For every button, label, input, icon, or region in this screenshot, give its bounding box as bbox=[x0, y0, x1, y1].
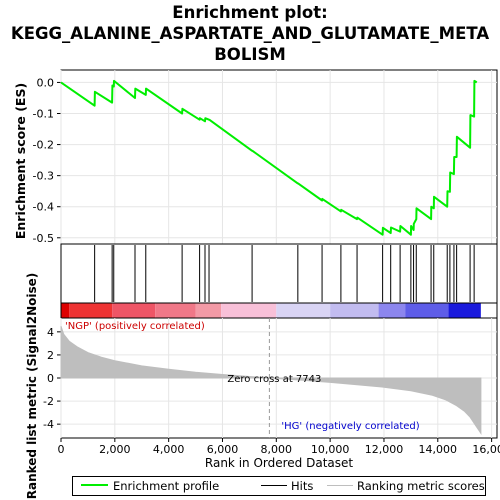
x-axis-label: Rank in Ordered Dataset bbox=[205, 456, 353, 470]
x-axis-tick-label: 12,000 bbox=[365, 443, 404, 456]
hits-frame bbox=[60, 243, 498, 304]
x-axis-tick-label: 0 bbox=[58, 443, 65, 456]
metric-y-tick-label: 2 bbox=[47, 349, 54, 362]
legend-metric-label: Ranking metric scores bbox=[357, 479, 485, 493]
es-y-tick-label: -0.1 bbox=[33, 108, 54, 121]
x-axis-tick-label: 4,000 bbox=[153, 443, 185, 456]
colorbar-segment bbox=[330, 303, 379, 318]
x-axis-tick-label: 16,000 bbox=[472, 443, 500, 456]
es-y-axis-label: Enrichment score (ES) bbox=[13, 83, 28, 239]
colorbar-segment bbox=[195, 303, 222, 318]
negative-correlation-label: 'HG' (negatively correlated) bbox=[281, 421, 419, 432]
colorbar-segment bbox=[276, 303, 331, 318]
metric-y-tick-label: 0 bbox=[47, 372, 54, 385]
legend-enrichment-swatch bbox=[81, 484, 108, 486]
colorbar-segment bbox=[221, 303, 277, 318]
ranking-metric-area bbox=[60, 325, 482, 436]
metric-y-tick-label: 4 bbox=[47, 326, 54, 339]
x-axis-tick-label: 6,000 bbox=[207, 443, 239, 456]
colorbar-segment bbox=[69, 303, 113, 318]
x-axis-tick-label: 2,000 bbox=[99, 443, 131, 456]
colorbar-segment bbox=[112, 303, 156, 318]
es-y-tick-label: -0.3 bbox=[33, 170, 54, 183]
chart-title-line-3: BOLISM bbox=[214, 45, 286, 64]
positive-correlation-label: 'NGP' (positively correlated) bbox=[65, 321, 205, 332]
zero-cross-label: Zero cross at 7743 bbox=[227, 374, 321, 385]
colorbar-segment bbox=[448, 303, 481, 318]
metric-y-axis-label: Ranked list metric (Signal2Noise) bbox=[25, 273, 39, 500]
metric-y-tick-label: -2 bbox=[43, 395, 54, 408]
legend-hits-label: Hits bbox=[291, 479, 314, 493]
legend-enrichment-label: Enrichment profile bbox=[113, 479, 220, 493]
chart-title: Enrichment plot: KEGG_ALANINE_ASPARTATE_… bbox=[0, 2, 500, 65]
es-y-tick-label: -0.2 bbox=[33, 139, 54, 152]
colorbar-segment bbox=[155, 303, 196, 318]
legend-metric-swatch bbox=[327, 485, 353, 486]
chart-title-line-2: KEGG_ALANINE_ASPARTATE_AND_GLUTAMATE_MET… bbox=[10, 24, 490, 43]
x-axis-tick-label: 14,000 bbox=[419, 443, 458, 456]
enrichment-profile-line bbox=[60, 79, 478, 236]
x-axis-tick-label: 10,000 bbox=[311, 443, 350, 456]
legend-hits-swatch bbox=[261, 485, 287, 486]
colorbar-segment bbox=[61, 303, 70, 318]
colorbar-segment bbox=[405, 303, 449, 318]
chart-title-line-1: Enrichment plot: bbox=[172, 3, 328, 22]
es-y-tick-label: -0.4 bbox=[33, 201, 54, 214]
x-axis-tick-label: 8,000 bbox=[261, 443, 293, 456]
colorbar-segment bbox=[378, 303, 406, 318]
metric-y-tick-label: -4 bbox=[43, 418, 54, 431]
es-y-tick-label: -0.5 bbox=[33, 232, 54, 245]
legend: Enrichment profile Hits Ranking metric s… bbox=[72, 476, 486, 496]
es-y-tick-label: 0.0 bbox=[37, 76, 55, 89]
